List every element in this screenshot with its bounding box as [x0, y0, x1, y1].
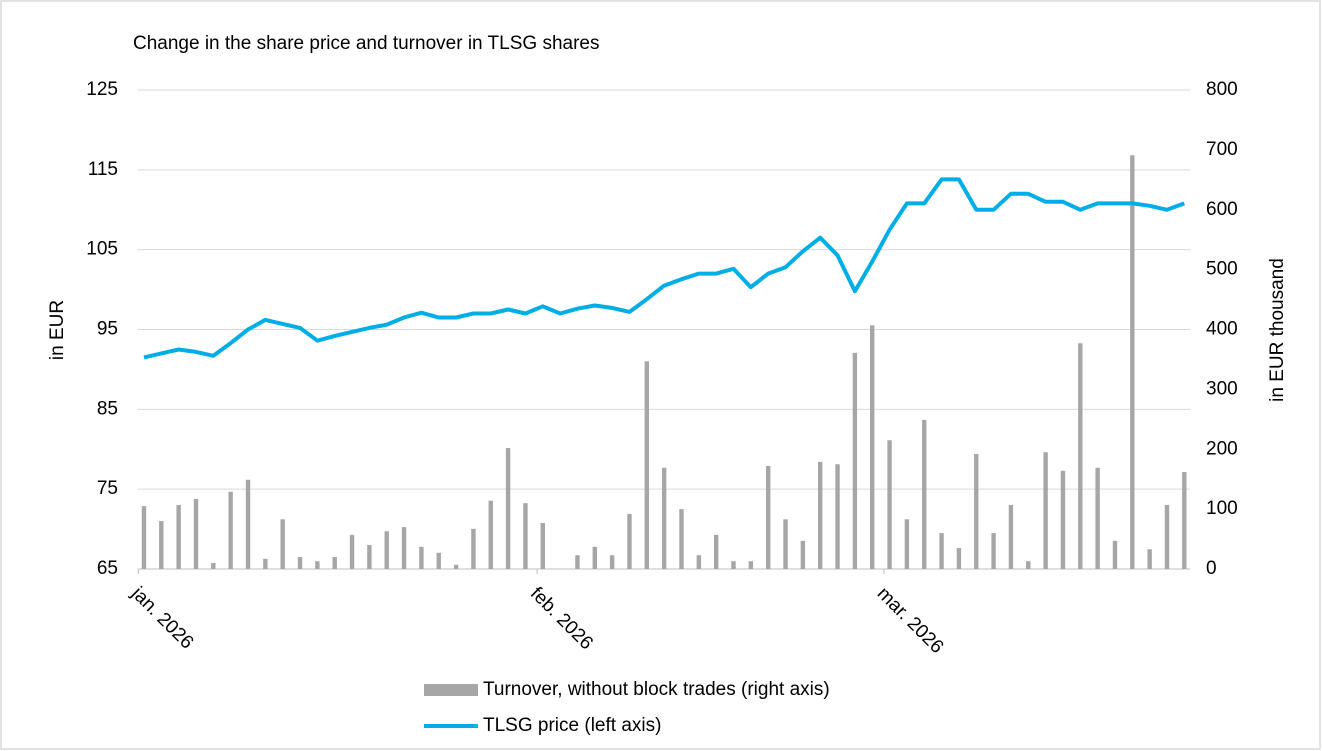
- bar: [280, 519, 285, 569]
- y2-tick-label: 100: [1206, 498, 1238, 519]
- bar: [679, 509, 684, 569]
- bar: [644, 361, 650, 569]
- y-tick-label: 125: [86, 79, 118, 100]
- bar: [523, 503, 528, 569]
- bar: [384, 531, 389, 569]
- y-tick-label: 65: [97, 558, 118, 579]
- y2-axis-title: in EUR thousand: [1267, 258, 1288, 402]
- bar: [696, 555, 702, 569]
- bar: [852, 352, 858, 569]
- bar: [401, 527, 407, 569]
- bar: [991, 533, 996, 569]
- bar: [1060, 470, 1066, 569]
- bar: [661, 467, 667, 569]
- bar: [315, 561, 320, 569]
- bar: [245, 479, 251, 569]
- bar: [263, 558, 268, 569]
- bar: [887, 440, 892, 569]
- bar: [505, 448, 511, 569]
- bar: [419, 546, 424, 569]
- y2-tick-label: 200: [1206, 438, 1238, 459]
- bar: [922, 419, 927, 569]
- legend-label: Turnover, without block trades (right ax…: [483, 679, 830, 700]
- bar: [1147, 549, 1152, 569]
- bar: [436, 552, 441, 569]
- legend-swatch: [424, 684, 478, 696]
- bar: [141, 506, 147, 569]
- bar: [159, 521, 164, 569]
- bar: [592, 546, 597, 569]
- y-tick-label: 115: [88, 159, 118, 180]
- bar: [1164, 504, 1170, 569]
- bar: [367, 545, 372, 569]
- y2-tick-label: 300: [1206, 378, 1238, 399]
- y2-tick-label: 500: [1206, 259, 1238, 280]
- y-tick-label: 95: [97, 319, 118, 340]
- bar: [488, 500, 493, 569]
- bar: [540, 522, 545, 569]
- legend-label: TLSG price (left axis): [483, 715, 661, 736]
- bar: [1112, 540, 1118, 569]
- y-axis-title: in EUR: [47, 300, 68, 360]
- bar: [1008, 504, 1014, 569]
- bar: [835, 464, 840, 569]
- bar: [471, 528, 476, 569]
- bar: [211, 563, 216, 569]
- bar: [956, 548, 962, 569]
- bar: [939, 533, 944, 569]
- y-tick-label: 105: [86, 239, 118, 260]
- y2-tick-label: 0: [1206, 558, 1217, 579]
- bar: [904, 519, 910, 569]
- bar: [870, 325, 875, 569]
- bar: [818, 461, 823, 569]
- bar: [176, 504, 181, 569]
- bar: [297, 557, 303, 569]
- bar: [609, 555, 615, 569]
- y-tick-label: 85: [97, 398, 118, 419]
- y-tick-label: 75: [97, 478, 118, 499]
- bar: [1130, 155, 1135, 570]
- bar: [349, 534, 355, 569]
- y2-tick-label: 800: [1206, 79, 1238, 100]
- bar: [627, 513, 632, 569]
- bar: [1026, 561, 1031, 569]
- bar: [731, 561, 736, 569]
- y2-tick-label: 700: [1206, 139, 1238, 160]
- bar: [800, 540, 806, 569]
- bar: [453, 564, 459, 569]
- bar: [765, 466, 771, 569]
- bar: [1182, 472, 1187, 569]
- bar: [783, 519, 788, 569]
- bar: [193, 498, 199, 569]
- chart-title: Change in the share price and turnover i…: [133, 33, 599, 54]
- y2-tick-label: 400: [1206, 319, 1238, 340]
- bar: [1078, 343, 1083, 569]
- price-line: [143, 177, 1185, 360]
- bar: [1043, 452, 1048, 569]
- bar: [713, 534, 719, 569]
- bar: [228, 491, 233, 569]
- bar: [1095, 467, 1100, 569]
- bar: [332, 557, 337, 569]
- bar: [974, 454, 979, 569]
- y2-tick-label: 600: [1206, 199, 1238, 220]
- bar: [575, 555, 580, 569]
- bar: [748, 561, 754, 569]
